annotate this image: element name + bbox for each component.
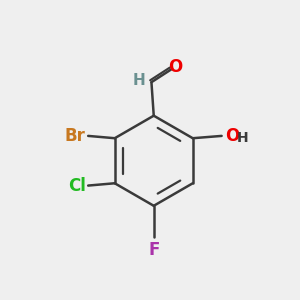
Text: Cl: Cl: [68, 177, 86, 195]
Text: H: H: [133, 73, 146, 88]
Text: H: H: [236, 131, 248, 145]
Text: O: O: [168, 58, 182, 76]
Text: F: F: [148, 241, 159, 259]
Text: Br: Br: [64, 127, 85, 145]
Text: O: O: [225, 127, 240, 145]
